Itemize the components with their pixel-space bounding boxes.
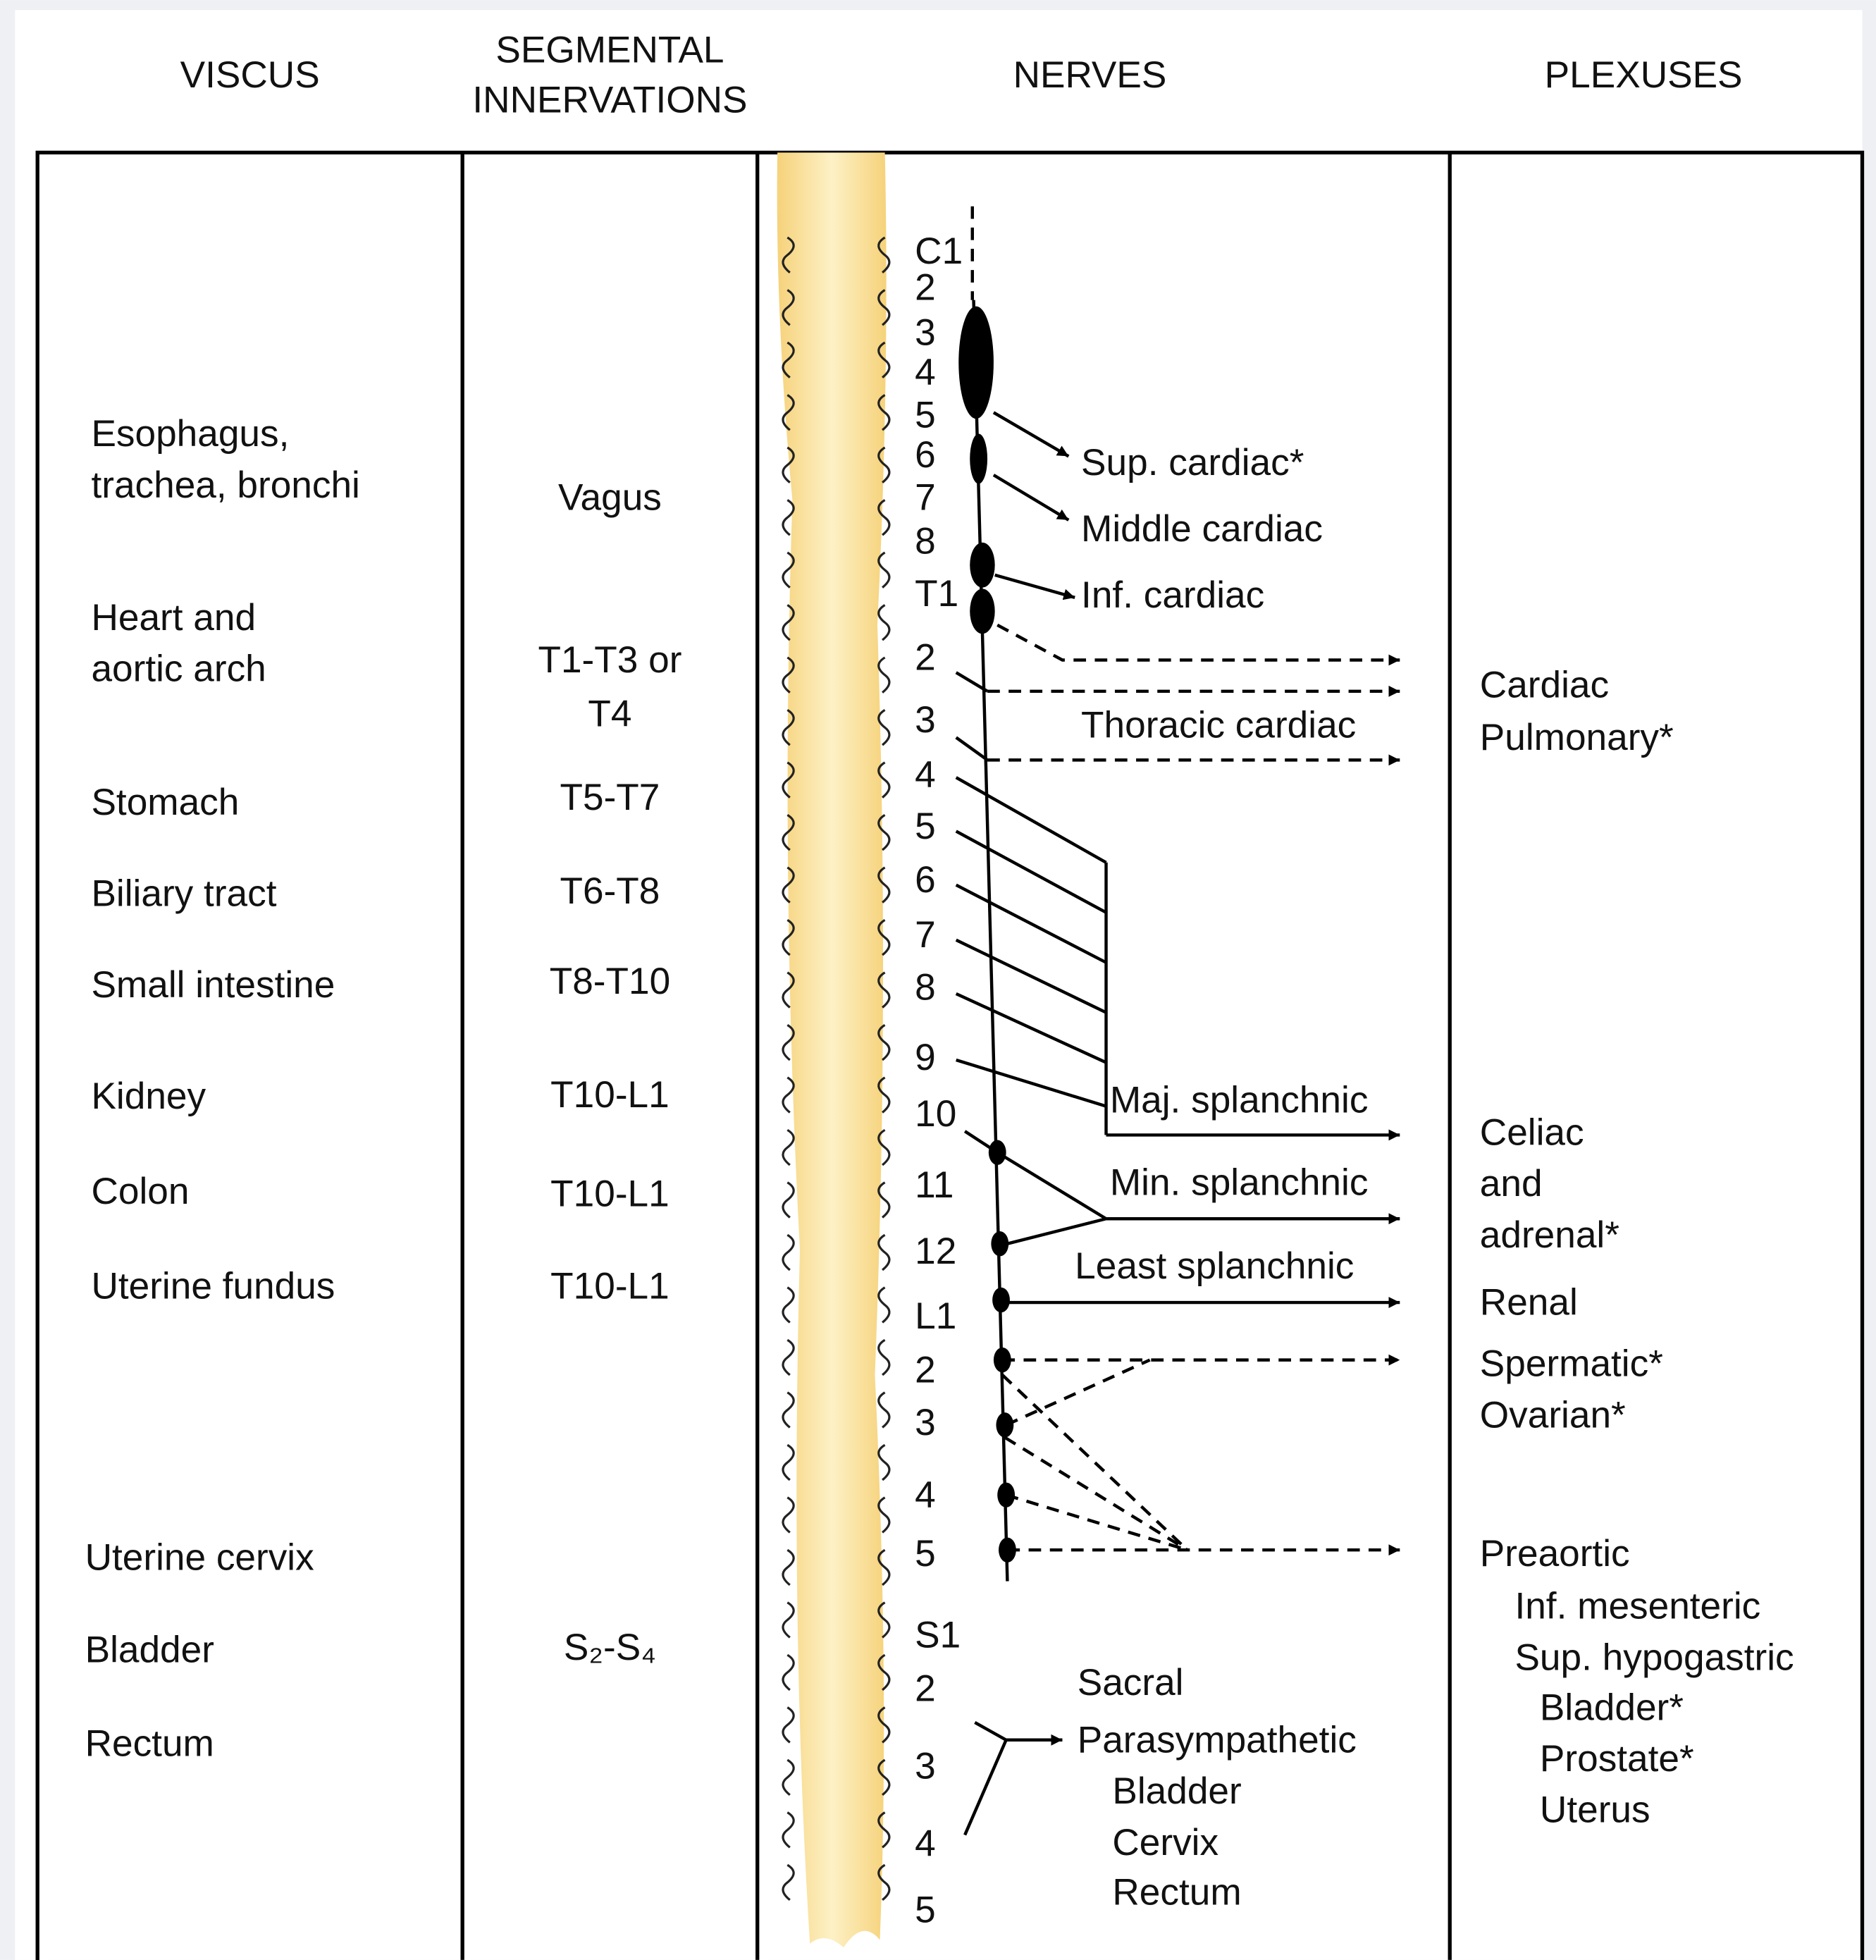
spinal-level: 10 [915, 1093, 956, 1135]
spinal-level: 8 [915, 521, 936, 562]
plexus-label: Sup. hypogastric [1514, 1637, 1794, 1678]
nerve-label: Rectum [1112, 1872, 1241, 1913]
innervation-label: T10-L1 [550, 1074, 669, 1116]
diagram: VISCUS SEGMENTAL INNERVATIONS NERVES PLEXUSE… [0, 0, 1876, 1960]
viscus-label: Colon [91, 1171, 189, 1212]
innervation-label: T1-T3 or [538, 639, 681, 681]
spinal-level: 2 [915, 1668, 936, 1710]
spinal-level: S1 [915, 1614, 961, 1656]
spinal-level: 3 [915, 1746, 936, 1787]
viscus-label: Small intestine [91, 964, 335, 1006]
innervation-label: T4 [588, 693, 631, 734]
nerve-label: Inf. cardiac [1081, 574, 1264, 616]
spinal-level: 7 [915, 477, 936, 519]
plexus-label: Bladder* [1540, 1687, 1684, 1728]
nerve-label: Maj. splanchnic [1110, 1079, 1369, 1121]
plexus-label: Preaortic [1480, 1533, 1630, 1574]
plexus-label: adrenal* [1480, 1214, 1619, 1256]
innervation-label: T5-T7 [560, 777, 660, 818]
innervation-label: T10-L1 [550, 1173, 669, 1214]
viscus-label: Rectum [85, 1723, 214, 1765]
spinal-level: 6 [915, 859, 936, 901]
spinal-level: 12 [915, 1231, 956, 1272]
plexus-label: Pulmonary* [1480, 717, 1674, 758]
spinal-level: 5 [915, 806, 936, 847]
nerve-label: Least splanchnic [1075, 1245, 1354, 1287]
plexus-label: Inf. mesenteric [1514, 1586, 1760, 1627]
spinal-level: 4 [915, 1823, 936, 1865]
column-header: SEGMENTAL [495, 30, 724, 71]
spinal-level: 2 [915, 637, 936, 679]
spinal-level: 2 [915, 1349, 936, 1391]
column-header: VISCUS [180, 54, 320, 96]
spinal-level: 5 [915, 1533, 936, 1574]
nerve-label: Thoracic cardiac [1081, 704, 1356, 746]
spinal-level: L1 [915, 1295, 956, 1337]
plexus-label: Prostate* [1540, 1738, 1694, 1780]
nerve-label: Min. splanchnic [1110, 1161, 1369, 1203]
nerve-label: Bladder [1112, 1770, 1241, 1812]
spinal-level: 5 [915, 394, 936, 436]
viscus-label: aortic arch [91, 648, 266, 689]
innervation-label: T8-T10 [550, 961, 670, 1002]
nerve-label: Cervix [1112, 1822, 1218, 1863]
spinal-level: 2 [915, 267, 936, 309]
spinal-level: 3 [915, 699, 936, 741]
spinal-level: 6 [915, 434, 936, 476]
nerve-label: Parasympathetic [1078, 1719, 1357, 1761]
viscus-label: Heart and [91, 597, 256, 639]
spinal-level: 5 [915, 1890, 936, 1931]
innervation-label: T6-T8 [560, 870, 660, 912]
plexus-label: Uterus [1540, 1789, 1650, 1831]
spinal-level: 4 [915, 352, 936, 393]
viscus-label: Biliary tract [91, 873, 276, 915]
spinal-level: 3 [915, 1402, 936, 1443]
spinal-level: 11 [915, 1164, 954, 1206]
innervation-label: T10-L1 [550, 1266, 669, 1307]
column-header: NERVES [1013, 54, 1167, 96]
spinal-level: 3 [915, 312, 936, 353]
plexus-label: Spermatic* [1480, 1343, 1663, 1385]
plexus-label: Renal [1480, 1282, 1578, 1324]
plexus-label: Celiac [1480, 1111, 1584, 1153]
viscus-label: Uterine fundus [91, 1266, 335, 1307]
viscus-label: Stomach [91, 782, 239, 823]
column-header: PLEXUSES [1545, 54, 1743, 96]
nerve-label: Sacral [1078, 1662, 1184, 1703]
viscus-label: trachea, bronchi [91, 464, 359, 506]
plexus-label: Ovarian* [1480, 1394, 1626, 1436]
spinal-level: 4 [915, 1474, 936, 1516]
plexus-label: Cardiac [1480, 665, 1609, 706]
innervation-label: Vagus [558, 477, 662, 519]
viscus-label: Kidney [91, 1075, 206, 1117]
spinal-level: 7 [915, 914, 936, 956]
nerve-label: Middle cardiac [1081, 508, 1323, 550]
innervation-label: S₂-S₄ [564, 1627, 656, 1668]
spinal-level: 9 [915, 1037, 936, 1078]
viscus-label: Bladder [85, 1629, 214, 1671]
column-header: INNERVATIONS [472, 80, 747, 121]
viscus-label: Uterine cervix [85, 1536, 315, 1578]
viscus-label: Esophagus, [91, 413, 289, 455]
spinal-level: T1 [915, 573, 958, 615]
spinal-level: C1 [915, 230, 963, 272]
spinal-level: 8 [915, 967, 936, 1009]
spinal-level: 4 [915, 754, 936, 796]
nerve-label: Sup. cardiac* [1081, 442, 1304, 483]
plexus-label: and [1480, 1163, 1543, 1204]
